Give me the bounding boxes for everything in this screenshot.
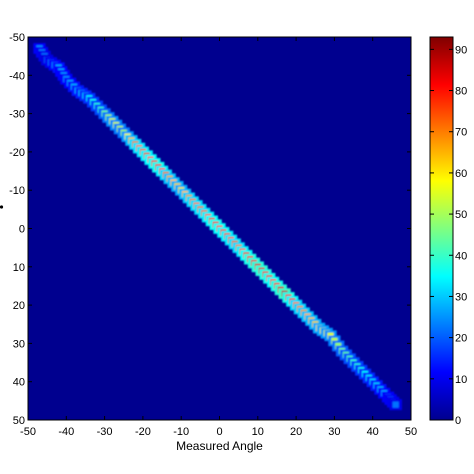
y-tick-label: 20	[13, 300, 25, 312]
colorbar-tick-label: 80	[455, 86, 467, 98]
heatmap-cells	[33, 43, 402, 411]
x-axis-ticks: -50 -40 -30 -20 -10 0 10 20 30 40 50	[20, 37, 417, 438]
y-tick-label: -10	[9, 185, 25, 197]
colorbar-tick-label: 60	[455, 168, 467, 180]
colorbar-tick-label: 20	[455, 333, 467, 345]
colorbar-tick-label: 90	[455, 44, 467, 56]
x-tick-label: 40	[367, 426, 379, 438]
y-tick-label: 30	[13, 338, 25, 350]
colorbar-ticks: 0 10 20 30 40 50 60 70 80 90	[430, 44, 467, 427]
x-axis-label: Measured Angle	[176, 439, 263, 453]
y-tick-label: 50	[13, 415, 25, 427]
y-tick-label: -30	[9, 109, 25, 121]
x-tick-label: 10	[252, 426, 264, 438]
colorbar-tick-label: 0	[455, 415, 461, 427]
x-tick-label: -20	[135, 426, 151, 438]
y-axis-ticks: -50 -40 -30 -20 -10 0 10 20 30 40 50	[9, 32, 411, 427]
y-tick-label: 0	[19, 224, 25, 236]
x-tick-label: -50	[20, 426, 36, 438]
y-tick-label: 10	[13, 262, 25, 274]
y-tick-label: 40	[13, 377, 25, 389]
x-tick-label: -10	[173, 426, 189, 438]
colorbar-tick-label: 40	[455, 250, 467, 262]
colorbar-tick-label: 50	[455, 209, 467, 221]
colorbar	[429, 36, 454, 421]
x-tick-label: -40	[58, 426, 74, 438]
y-tick-label: -40	[9, 70, 25, 82]
colorbar-tick-label: 30	[455, 291, 467, 303]
x-tick-label: 50	[405, 426, 417, 438]
colorbar-tick-label: 10	[455, 374, 467, 386]
colorbar-tick-label: 70	[455, 127, 467, 139]
x-tick-label: 20	[290, 426, 302, 438]
y-tick-label: -20	[9, 147, 25, 159]
x-tick-label: 0	[216, 426, 222, 438]
x-tick-label: -30	[97, 426, 113, 438]
y-tick-label: -50	[9, 32, 25, 44]
heatmap-cell	[392, 401, 399, 408]
x-tick-label: 30	[328, 426, 340, 438]
y-axis-label-fragment	[0, 205, 4, 209]
